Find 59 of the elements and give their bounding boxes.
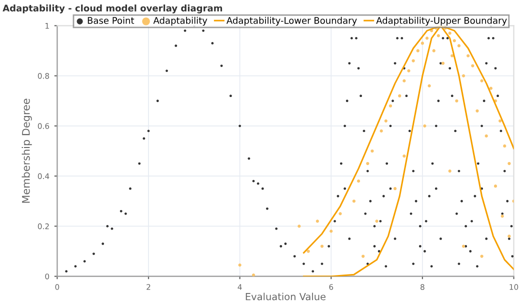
point — [402, 79, 406, 82]
point — [356, 180, 360, 183]
point — [494, 184, 498, 188]
point — [416, 49, 420, 52]
point — [320, 244, 324, 248]
point — [298, 224, 301, 228]
chart-title: Adaptability - cloud model overlay diagram — [2, 4, 222, 14]
point — [448, 32, 452, 35]
point — [457, 44, 461, 48]
point — [370, 149, 374, 153]
point — [462, 244, 466, 248]
point — [407, 69, 410, 72]
point — [388, 104, 392, 108]
point — [384, 119, 388, 122]
point — [476, 109, 479, 112]
legend-label: Base Point — [88, 16, 134, 24]
point — [480, 79, 484, 82]
point — [412, 59, 415, 62]
point — [436, 34, 440, 38]
point — [503, 144, 506, 148]
point — [420, 42, 424, 45]
point — [441, 62, 445, 65]
point — [428, 84, 431, 88]
point — [471, 64, 474, 68]
point — [366, 162, 370, 166]
point — [484, 134, 488, 138]
point — [394, 187, 397, 190]
point — [462, 74, 466, 78]
point — [306, 250, 310, 253]
point — [316, 220, 319, 223]
point — [455, 99, 458, 102]
point — [338, 212, 342, 216]
point — [452, 39, 456, 42]
point — [423, 124, 426, 128]
point — [402, 154, 406, 158]
point — [500, 214, 504, 218]
point — [375, 220, 378, 223]
point — [398, 94, 402, 98]
point — [252, 274, 256, 276]
point — [508, 234, 511, 238]
point — [489, 86, 492, 90]
point — [432, 49, 436, 52]
point — [450, 54, 454, 58]
point — [362, 254, 365, 258]
x-axis-title: Evaluation Value — [246, 292, 326, 300]
point — [508, 162, 511, 166]
point — [425, 36, 429, 40]
point — [448, 170, 452, 173]
legend-label: Adaptability-Lower Boundary — [226, 16, 357, 26]
point — [498, 119, 502, 122]
legend-label: Adaptability — [153, 16, 208, 26]
point — [480, 254, 484, 258]
point — [238, 263, 242, 267]
point — [352, 200, 356, 203]
legend-label: Adaptability-Upper Boundary — [376, 16, 507, 26]
point — [380, 129, 383, 132]
y-axis-title: Membership Degree — [22, 98, 32, 203]
point — [330, 230, 333, 233]
point — [466, 54, 470, 58]
